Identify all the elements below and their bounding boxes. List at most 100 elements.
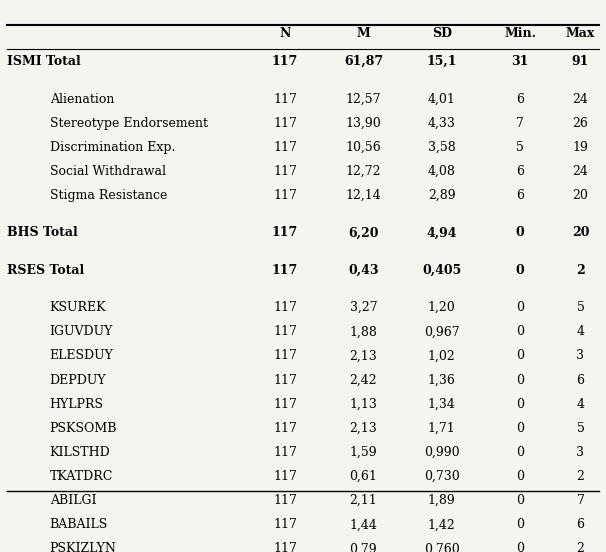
Text: 6: 6: [576, 374, 584, 386]
Text: Social Withdrawal: Social Withdrawal: [50, 165, 165, 178]
Text: 20: 20: [573, 189, 588, 202]
Text: 117: 117: [271, 226, 298, 240]
Text: 0: 0: [516, 446, 524, 459]
Text: N: N: [279, 27, 291, 40]
Text: 6: 6: [576, 518, 584, 531]
Text: 3: 3: [576, 349, 584, 363]
Text: 0,990: 0,990: [424, 446, 459, 459]
Text: Stigma Resistance: Stigma Resistance: [50, 189, 167, 202]
Text: 3,27: 3,27: [350, 301, 377, 314]
Text: 0: 0: [516, 494, 524, 507]
Text: 3,58: 3,58: [428, 141, 456, 154]
Text: 1,71: 1,71: [428, 422, 456, 435]
Text: 117: 117: [273, 93, 297, 105]
Text: 0: 0: [516, 325, 524, 338]
Text: 24: 24: [573, 93, 588, 105]
Text: Min.: Min.: [504, 27, 536, 40]
Text: 1,59: 1,59: [350, 446, 377, 459]
Text: IGUVDUY: IGUVDUY: [50, 325, 113, 338]
Text: 117: 117: [273, 422, 297, 435]
Text: 5: 5: [576, 422, 584, 435]
Text: 7: 7: [516, 117, 524, 130]
Text: BHS Total: BHS Total: [7, 226, 78, 240]
Text: 0,730: 0,730: [424, 470, 459, 483]
Text: ISMI Total: ISMI Total: [7, 55, 81, 68]
Text: 117: 117: [273, 470, 297, 483]
Text: RSES Total: RSES Total: [7, 264, 85, 277]
Text: 0,405: 0,405: [422, 264, 461, 277]
Text: 0: 0: [516, 374, 524, 386]
Text: 117: 117: [273, 301, 297, 314]
Text: 15,1: 15,1: [427, 55, 457, 68]
Text: 61,87: 61,87: [344, 55, 383, 68]
Text: 5: 5: [516, 141, 524, 154]
Text: 117: 117: [273, 446, 297, 459]
Text: 91: 91: [572, 55, 589, 68]
Text: 117: 117: [273, 397, 297, 411]
Text: 19: 19: [573, 141, 588, 154]
Text: Max: Max: [566, 27, 595, 40]
Text: 2,13: 2,13: [350, 349, 377, 363]
Text: 0: 0: [516, 301, 524, 314]
Text: KSUREK: KSUREK: [50, 301, 106, 314]
Text: 0: 0: [516, 422, 524, 435]
Text: 0: 0: [516, 264, 525, 277]
Text: 6: 6: [516, 165, 524, 178]
Text: 117: 117: [273, 165, 297, 178]
Text: 117: 117: [273, 141, 297, 154]
Text: 12,72: 12,72: [345, 165, 381, 178]
Text: 1,88: 1,88: [350, 325, 378, 338]
Text: 0: 0: [516, 226, 525, 240]
Text: ABILGI: ABILGI: [50, 494, 96, 507]
Text: TKATDRC: TKATDRC: [50, 470, 113, 483]
Text: 4,94: 4,94: [427, 226, 457, 240]
Text: 0,967: 0,967: [424, 325, 459, 338]
Text: 117: 117: [271, 264, 298, 277]
Text: 3: 3: [576, 446, 584, 459]
Text: 20: 20: [571, 226, 589, 240]
Text: 26: 26: [573, 117, 588, 130]
Text: SD: SD: [431, 27, 451, 40]
Text: 0: 0: [516, 543, 524, 552]
Text: 117: 117: [273, 325, 297, 338]
Text: 1,02: 1,02: [428, 349, 456, 363]
Text: 117: 117: [273, 518, 297, 531]
Text: DEPDUY: DEPDUY: [50, 374, 106, 386]
Text: 24: 24: [573, 165, 588, 178]
Text: 6: 6: [516, 93, 524, 105]
Text: 4: 4: [576, 397, 584, 411]
Text: 2: 2: [576, 264, 585, 277]
Text: Stereotype Endorsement: Stereotype Endorsement: [50, 117, 208, 130]
Text: 12,14: 12,14: [345, 189, 381, 202]
Text: 12,57: 12,57: [345, 93, 381, 105]
Text: 10,56: 10,56: [345, 141, 381, 154]
Text: 1,34: 1,34: [428, 397, 456, 411]
Text: 0,79: 0,79: [350, 543, 377, 552]
Text: 2,89: 2,89: [428, 189, 456, 202]
Text: 0: 0: [516, 470, 524, 483]
Text: 1,20: 1,20: [428, 301, 456, 314]
Text: Discrimination Exp.: Discrimination Exp.: [50, 141, 175, 154]
Text: PSKIZLYN: PSKIZLYN: [50, 543, 116, 552]
Text: 2,13: 2,13: [350, 422, 377, 435]
Text: Alienation: Alienation: [50, 93, 114, 105]
Text: 1,44: 1,44: [350, 518, 378, 531]
Text: 2: 2: [576, 543, 584, 552]
Text: 117: 117: [273, 494, 297, 507]
Text: 4: 4: [576, 325, 584, 338]
Text: M: M: [356, 27, 370, 40]
Text: 117: 117: [271, 55, 298, 68]
Text: HYLPRS: HYLPRS: [50, 397, 104, 411]
Text: 7: 7: [576, 494, 584, 507]
Text: 0: 0: [516, 518, 524, 531]
Text: 13,90: 13,90: [345, 117, 381, 130]
Text: 2: 2: [576, 470, 584, 483]
Text: 117: 117: [273, 117, 297, 130]
Text: 117: 117: [273, 543, 297, 552]
Text: 5: 5: [576, 301, 584, 314]
Text: 1,89: 1,89: [428, 494, 456, 507]
Text: BABAILS: BABAILS: [50, 518, 108, 531]
Text: 4,33: 4,33: [428, 117, 456, 130]
Text: 31: 31: [511, 55, 529, 68]
Text: 1,13: 1,13: [350, 397, 378, 411]
